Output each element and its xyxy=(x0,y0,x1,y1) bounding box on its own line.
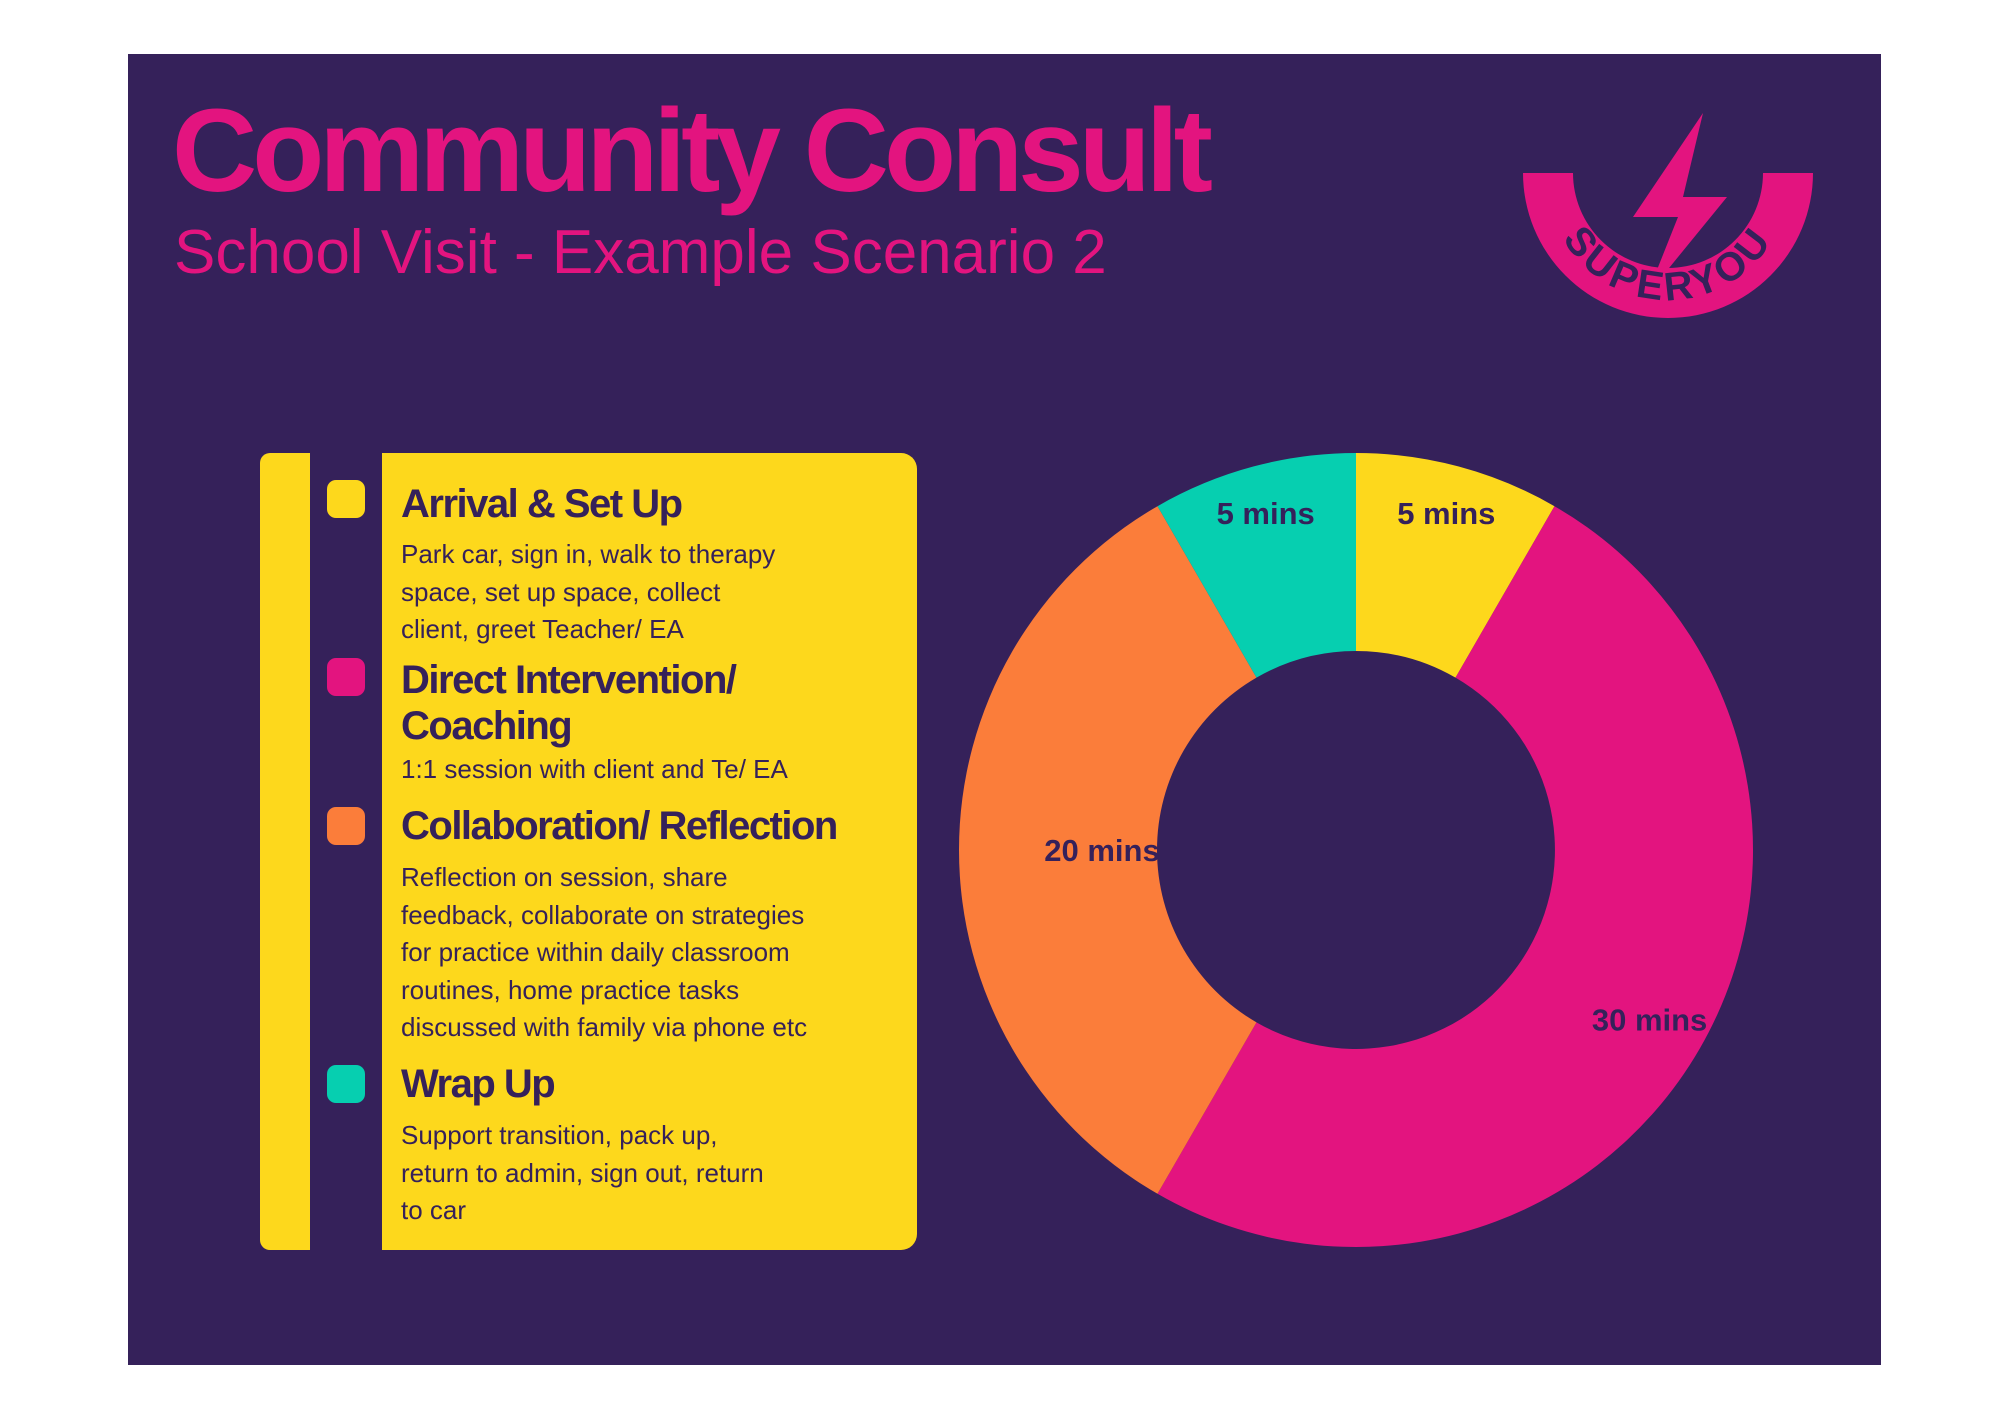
data-label: 5 mins xyxy=(1397,496,1495,531)
page-subtitle: School Visit - Example Scenario 2 xyxy=(174,218,1107,287)
legend-title: Wrap Up xyxy=(401,1062,556,1106)
legend-swatch-collaboration xyxy=(327,807,365,845)
page-title: Community Consult xyxy=(172,85,1213,217)
donut-slice xyxy=(958,506,1257,1194)
donut-slice xyxy=(1356,453,1555,678)
logo-arc xyxy=(1523,173,1813,318)
legend-swatch-direct-intervention xyxy=(327,658,365,696)
donut-slice xyxy=(1157,453,1356,678)
superyou-logo: SUPERYOU xyxy=(1523,113,1813,318)
legend-desc: Reflection on session, share feedback, c… xyxy=(401,862,808,1042)
legend-swatch-arrival xyxy=(327,480,365,518)
legend-desc: 1:1 session with client and Te/ EA xyxy=(401,754,788,784)
legend-card xyxy=(382,453,917,1250)
legend-title: Arrival & Set Up xyxy=(401,482,683,526)
data-label: 20 mins xyxy=(1044,833,1159,868)
legend-stripe xyxy=(260,453,310,1250)
lightning-bolt-icon xyxy=(1633,113,1727,295)
legend-desc: Support transition, pack up, return to a… xyxy=(401,1120,764,1225)
data-label: 5 mins xyxy=(1217,496,1315,531)
data-label: 30 mins xyxy=(1592,1003,1707,1038)
legend: Arrival & Set Up Park car, sign in, walk… xyxy=(260,453,917,1250)
legend-swatch-wrap-up xyxy=(327,1065,365,1103)
legend-desc: Park car, sign in, walk to therapy space… xyxy=(401,539,776,644)
legend-title: Direct Intervention/ Coaching xyxy=(401,658,737,748)
donut-slice xyxy=(1157,506,1753,1247)
legend-title: Collaboration/ Reflection xyxy=(401,804,838,848)
